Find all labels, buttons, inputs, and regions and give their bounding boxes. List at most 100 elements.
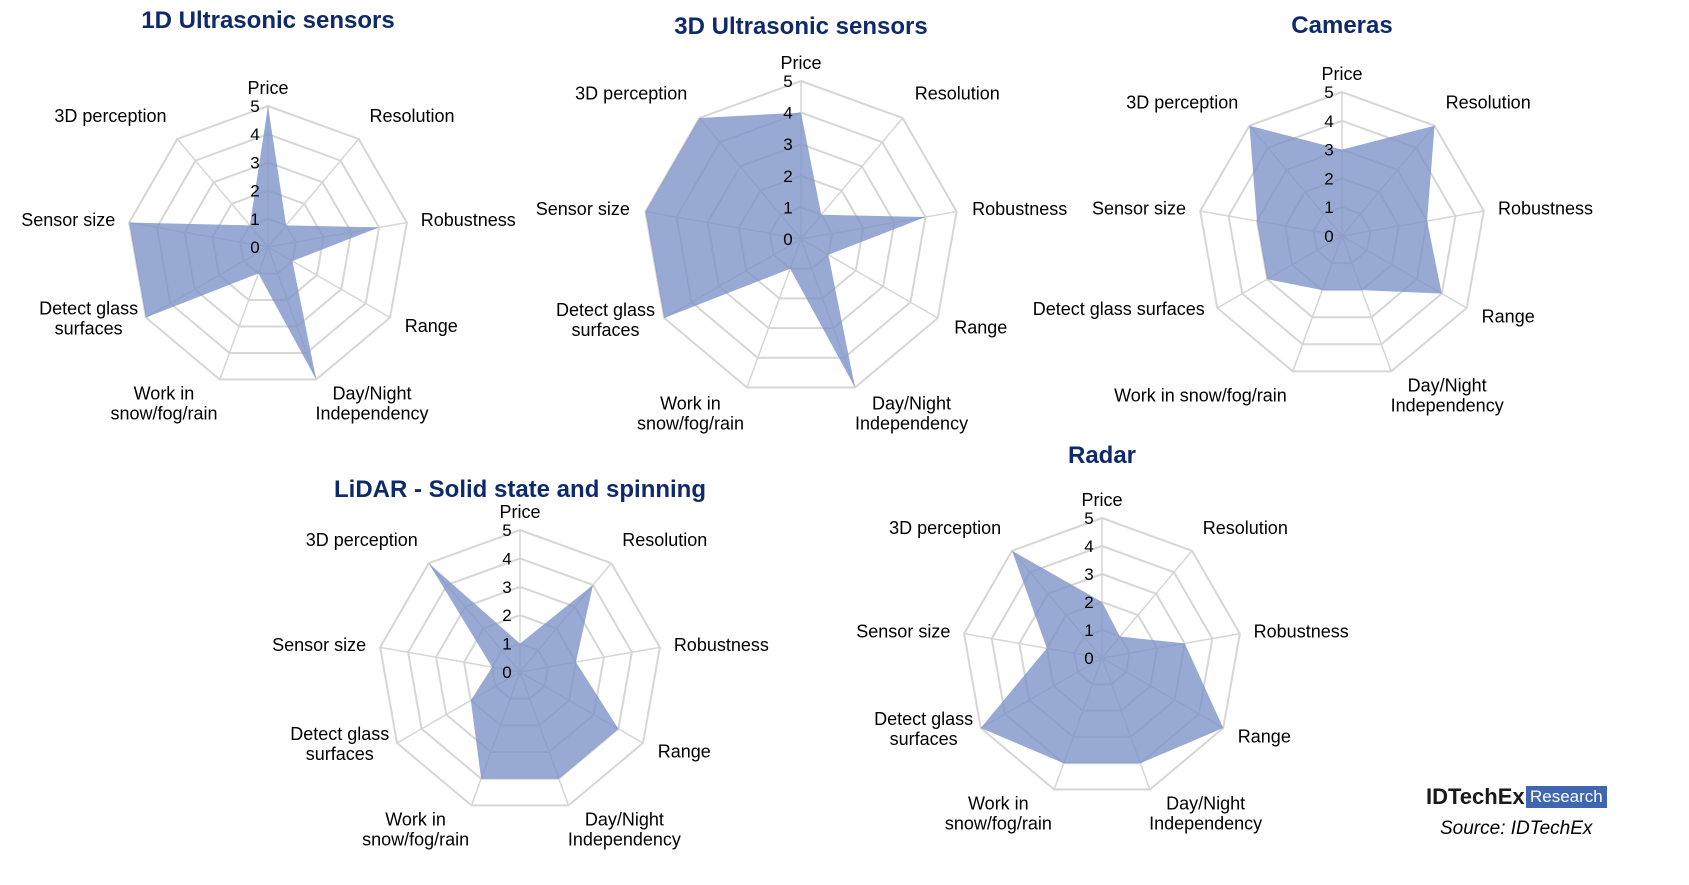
axis-label-line: Work in	[660, 393, 721, 413]
axis-label-work-in-snow-fog-rain: Work in snow/fog/rain	[110, 383, 217, 423]
axis-label-line: Sensor size	[272, 635, 366, 655]
axis-label-line: Detect glass	[556, 300, 655, 320]
brand-block: IDTechEx Research Source: IDTechEx	[1426, 784, 1616, 844]
tick-label: 3	[783, 135, 792, 154]
axis-label-line: Day/Night	[1166, 793, 1245, 813]
axis-label-line: Day/Night	[872, 393, 951, 413]
axis-label-sensor-size: Sensor size	[21, 210, 115, 230]
axis-label-line: Price	[499, 502, 540, 522]
axis-label-line: Detect glass	[39, 299, 138, 319]
axis-label-line: 3D perception	[889, 518, 1001, 538]
axis-label-3d-perception: 3D perception	[306, 530, 418, 550]
data-area	[1249, 125, 1442, 294]
tick-label: 0	[783, 230, 792, 249]
data-area	[980, 550, 1224, 764]
axis-label-3d-perception: 3D perception	[889, 518, 1001, 538]
tick-label: 1	[502, 635, 511, 654]
axis-label-3d-perception: 3D perception	[54, 106, 166, 126]
axis-label-line: Robustness	[674, 635, 769, 655]
axis-label-robustness: Robustness	[674, 635, 769, 655]
axis-label-line: Sensor size	[1092, 198, 1186, 218]
tick-label: 2	[250, 182, 259, 201]
axis-label-line: 3D perception	[1126, 92, 1238, 112]
axis-label-robustness: Robustness	[1254, 621, 1349, 641]
tick-label: 4	[1324, 112, 1333, 131]
axis-label-line: Range	[405, 316, 458, 336]
axis-label-line: surfaces	[571, 320, 639, 340]
tick-label: 4	[250, 125, 259, 144]
axis-label-line: snow/fog/rain	[110, 403, 217, 423]
axis-label-line: snow/fog/rain	[362, 829, 469, 849]
axis-label-resolution: Resolution	[370, 106, 455, 126]
axis-label-line: Work in	[385, 809, 446, 829]
grid-ring-5	[1199, 90, 1485, 373]
axis-label-3d-perception: 3D perception	[1126, 92, 1238, 112]
grid-ring-3	[183, 161, 353, 328]
axis-label-line: Range	[954, 317, 1007, 337]
tick-label: 3	[502, 578, 511, 597]
grid-ring-2	[211, 189, 325, 301]
axis-label-work-in-snow-fog-rain: Work in snow/fog/rain	[1114, 386, 1287, 406]
tick-label: 3	[1084, 565, 1093, 584]
axis-label-line: Independency	[1149, 813, 1262, 833]
brand-logo-text: IDTechEx	[1426, 784, 1525, 809]
axis-label-line: 3D perception	[54, 106, 166, 126]
axis-label-line: Resolution	[370, 106, 455, 126]
tick-label: 0	[502, 663, 511, 682]
tick-label: 1	[783, 198, 792, 217]
axis-label-price: Price	[247, 78, 288, 98]
axis-label-price: Price	[1321, 64, 1362, 84]
axis-label-line: Day/Night	[585, 809, 664, 829]
source-note: Source: IDTechEx	[1440, 818, 1593, 839]
chart-title: 1D Ultrasonic sensors	[141, 7, 394, 34]
tick-label: 5	[502, 521, 511, 540]
tick-label: 1	[250, 210, 259, 229]
axis-label-detect-glass-surfaces: Detect glass surfaces	[290, 724, 389, 764]
axis-label-line: Resolution	[1446, 92, 1531, 112]
axis-label-day-night-independency: Day/Night Independency	[568, 809, 681, 849]
axis-label-line: Independency	[568, 829, 681, 849]
data-area	[129, 106, 380, 380]
axis-label-sensor-size: Sensor size	[536, 199, 630, 219]
tick-label: 3	[250, 153, 259, 172]
axis-label-resolution: Resolution	[1203, 518, 1288, 538]
axis-label-line: Robustness	[972, 199, 1067, 219]
axis-label-detect-glass-surfaces: Detect glass surfaces	[39, 299, 138, 339]
grid-ring-5	[963, 516, 1241, 791]
axis-label-detect-glass-surfaces: Detect glass surfaces	[874, 709, 973, 749]
tick-label: 5	[1324, 83, 1333, 102]
axis-label-line: Resolution	[1203, 518, 1288, 538]
tick-label: 5	[250, 97, 259, 116]
tick-label: 2	[783, 167, 792, 186]
axis-label-line: 3D perception	[575, 83, 687, 103]
axis-label-line: 3D perception	[306, 530, 418, 550]
axis-label-resolution: Resolution	[915, 83, 1000, 103]
axis-label-line: surfaces	[306, 744, 374, 764]
axis-label-detect-glass-surfaces: Detect glass surfaces	[1033, 299, 1205, 319]
axis-label-day-night-independency: Day/Night Independency	[315, 383, 428, 423]
axis-label-range: Range	[405, 316, 458, 336]
chart-title: Radar	[1068, 442, 1136, 469]
axis-label-day-night-independency: Day/Night Independency	[1391, 376, 1504, 416]
axis-label-line: surfaces	[890, 729, 958, 749]
grid-ring-4	[1227, 119, 1457, 346]
axis-label-line: Work in	[134, 383, 195, 403]
axis-label-line: Robustness	[421, 210, 516, 230]
axis-label-price: Price	[1081, 490, 1122, 510]
axis-label-line: snow/fog/rain	[637, 413, 744, 433]
brand-logo-tag: Research	[1526, 786, 1607, 808]
tick-label: 5	[783, 72, 792, 91]
axis-label-line: Work in	[968, 793, 1029, 813]
axis-label-line: Range	[1238, 726, 1291, 746]
axis-label-range: Range	[1238, 726, 1291, 746]
axis-label-line: Detect glass	[290, 724, 389, 744]
chart-title: 3D Ultrasonic sensors	[674, 13, 927, 40]
chart-title: LiDAR - Solid state and spinning	[334, 476, 706, 503]
axis-label-day-night-independency: Day/Night Independency	[855, 393, 968, 433]
axis-label-resolution: Resolution	[622, 530, 707, 550]
